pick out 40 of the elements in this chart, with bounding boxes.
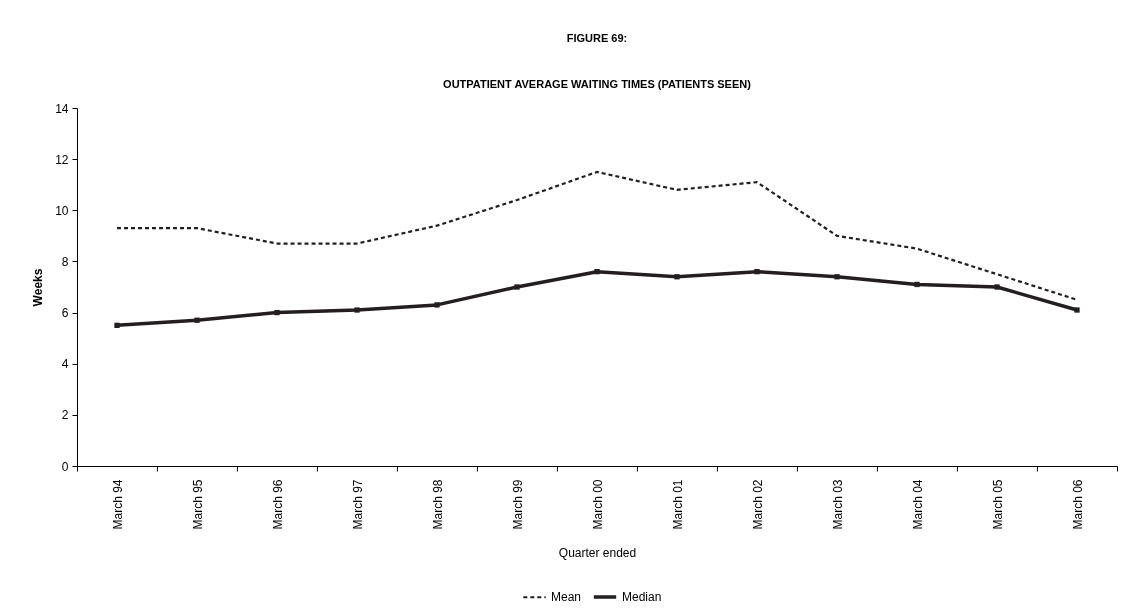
point [914, 281, 920, 288]
point [1074, 307, 1080, 313]
point [274, 309, 280, 316]
x-tick-label: March 03 [830, 479, 845, 530]
y-tick-label: 2 [61, 408, 69, 423]
legend-label: Mean [551, 590, 582, 605]
y-axis-title: Weeks [31, 268, 46, 307]
x-tick-label: March 04 [910, 479, 925, 530]
point [834, 274, 840, 280]
y-tick-label: 0 [61, 459, 69, 474]
x-tick-label: March 00 [590, 479, 605, 530]
point [434, 302, 440, 308]
x-tick-label: March 02 [750, 479, 765, 530]
x-tick-label: March 01 [670, 479, 685, 530]
x-tick-label: March 95 [190, 479, 205, 530]
point [114, 322, 120, 328]
y-tick-label: 14 [55, 101, 69, 116]
y-tick-label: 4 [61, 357, 69, 372]
y-tick-label: 10 [55, 203, 69, 218]
x-tick-label: March 97 [350, 479, 365, 530]
point [354, 307, 360, 313]
point [754, 269, 760, 275]
legend-label: Median [622, 590, 662, 604]
x-axis-title: Quarter ended [558, 545, 637, 560]
x-tick-label: March 98 [430, 479, 445, 530]
x-tick-label: March 06 [1070, 479, 1085, 530]
y-tick-label: 8 [61, 254, 69, 269]
x-tick-label: March 94 [110, 479, 125, 530]
x-tick-label: March 05 [990, 479, 1005, 530]
chart-subtitle: OUTPATIENT AVERAGE WAITING TIMES (PATIENTS SEEN) [443, 78, 752, 90]
x-tick-label: March 99 [510, 479, 525, 530]
point [674, 274, 680, 280]
y-tick-label: 6 [61, 306, 69, 321]
point [994, 284, 1000, 290]
y-tick-label: 12 [55, 152, 69, 167]
point [194, 317, 200, 323]
chart-title: FIGURE 69: [566, 32, 628, 44]
x-tick-label: March 96 [270, 479, 285, 530]
point [594, 269, 600, 275]
point [514, 284, 520, 290]
